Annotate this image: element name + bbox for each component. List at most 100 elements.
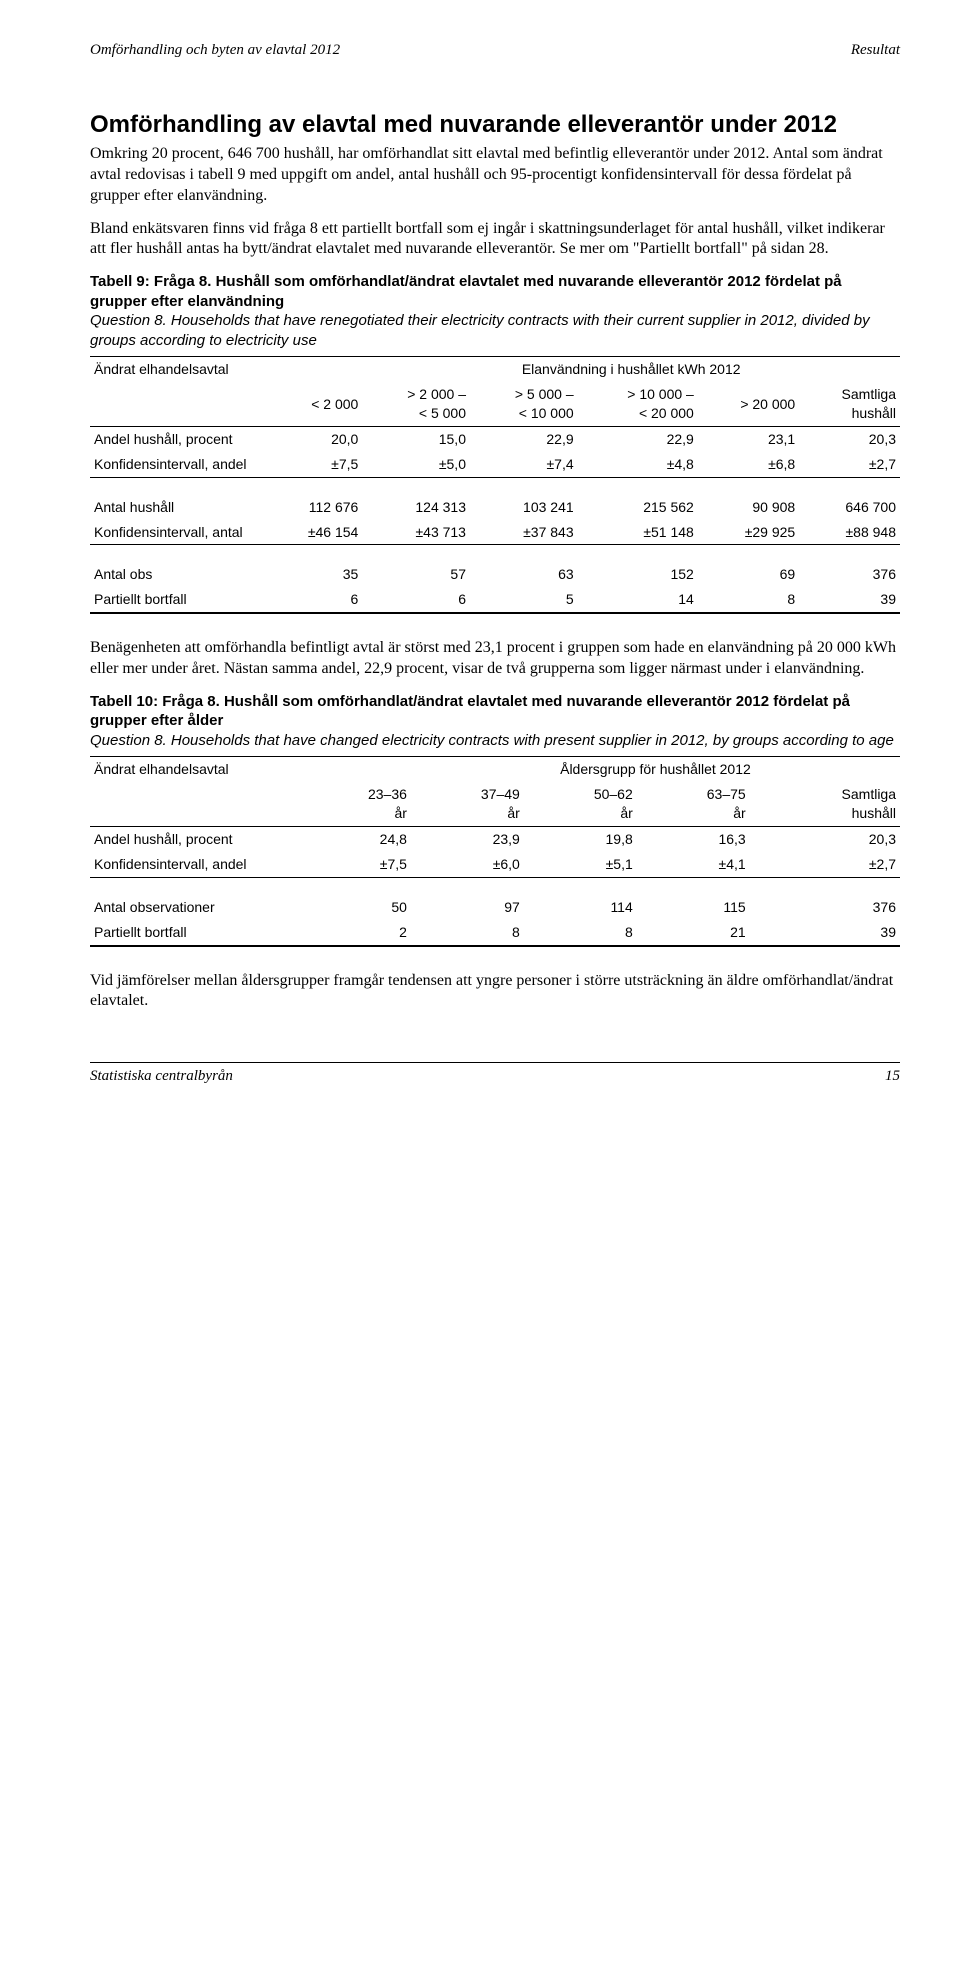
row-label: Partiellt bortfall (90, 587, 268, 613)
cell: ±2,7 (750, 852, 900, 877)
caption-italic: Question 8. Households that have changed… (90, 732, 894, 749)
cell: ±29 925 (698, 520, 799, 545)
col-head: > 20 000 (698, 382, 799, 426)
cell: ±46 154 (268, 520, 362, 545)
cell: 215 562 (578, 477, 698, 519)
cell: 115 (637, 877, 750, 919)
cell: 19,8 (524, 827, 637, 852)
cell: 8 (411, 920, 524, 946)
cell: 103 241 (470, 477, 578, 519)
cell: 69 (698, 545, 799, 587)
caption-bold: Tabell 10: Fråga 8. Hushåll som omförhan… (90, 693, 850, 730)
cell: ±5,0 (362, 452, 470, 477)
cell: 8 (698, 587, 799, 613)
row-label: Antal obs (90, 545, 268, 587)
row-label: Konfidensintervall, antal (90, 520, 268, 545)
col-head: 50–62år (524, 782, 637, 826)
body-paragraph: Omkring 20 procent, 646 700 hushåll, har… (90, 144, 900, 206)
cell: 15,0 (362, 426, 470, 451)
cell: ±4,1 (637, 852, 750, 877)
col-head: Samtligahushåll (799, 382, 900, 426)
col-head: > 10 000 –< 20 000 (578, 382, 698, 426)
cell: 16,3 (637, 827, 750, 852)
cell: 50 (298, 877, 411, 919)
cell: ±5,1 (524, 852, 637, 877)
cell: ±43 713 (362, 520, 470, 545)
cell: 57 (362, 545, 470, 587)
cell: 22,9 (470, 426, 578, 451)
cell: ±7,4 (470, 452, 578, 477)
table-caption: Tabell 9: Fråga 8. Hushåll som omförhand… (90, 272, 900, 350)
cell: 114 (524, 877, 637, 919)
cell: ±4,8 (578, 452, 698, 477)
col-head: > 2 000 –< 5 000 (362, 382, 470, 426)
table-10: Ändrat elhandelsavtal Åldersgrupp för hu… (90, 756, 900, 946)
col-head: Samtligahushåll (750, 782, 900, 826)
cell: 39 (750, 920, 900, 946)
cell: 124 313 (362, 477, 470, 519)
cell: 152 (578, 545, 698, 587)
cell: ±7,5 (268, 452, 362, 477)
cell: 63 (470, 545, 578, 587)
cell: 376 (750, 877, 900, 919)
page-header: Omförhandling och byten av elavtal 2012 … (90, 40, 900, 60)
caption-italic: Question 8. Households that have renegot… (90, 312, 870, 349)
cell: ±37 843 (470, 520, 578, 545)
cell: ±88 948 (799, 520, 900, 545)
cell: 22,9 (578, 426, 698, 451)
body-paragraph: Vid jämförelser mellan åldersgrupper fra… (90, 971, 900, 1013)
cell: 376 (799, 545, 900, 587)
cell: ±7,5 (298, 852, 411, 877)
body-paragraph: Bland enkätsvaren finns vid fråga 8 ett … (90, 219, 900, 261)
cell: 6 (268, 587, 362, 613)
row-label: Andel hushåll, procent (90, 426, 268, 451)
table-superhead: Åldersgrupp för hushållet 2012 (411, 757, 900, 782)
header-left: Omförhandling och byten av elavtal 2012 (90, 40, 340, 60)
caption-bold: Tabell 9: Fråga 8. Hushåll som omförhand… (90, 273, 842, 310)
col-head: 63–75år (637, 782, 750, 826)
cell: 14 (578, 587, 698, 613)
row-label: Andel hushåll, procent (90, 827, 298, 852)
cell: 39 (799, 587, 900, 613)
cell: ±2,7 (799, 452, 900, 477)
row-label: Antal hushåll (90, 477, 268, 519)
cell: 24,8 (298, 827, 411, 852)
row-label: Konfidensintervall, andel (90, 452, 268, 477)
col-head: 37–49år (411, 782, 524, 826)
cell: 2 (298, 920, 411, 946)
row-label: Konfidensintervall, andel (90, 852, 298, 877)
table-rowhead: Ändrat elhandelsavtal (90, 757, 298, 782)
cell: 8 (524, 920, 637, 946)
cell: 20,3 (799, 426, 900, 451)
cell: 646 700 (799, 477, 900, 519)
footer-left: Statistiska centralbyrån (90, 1066, 233, 1086)
col-head: < 2 000 (268, 382, 362, 426)
cell: 97 (411, 877, 524, 919)
cell: 5 (470, 587, 578, 613)
cell: ±6,8 (698, 452, 799, 477)
row-label: Partiellt bortfall (90, 920, 298, 946)
cell: 112 676 (268, 477, 362, 519)
table-caption: Tabell 10: Fråga 8. Hushåll som omförhan… (90, 692, 900, 751)
row-label: Antal observationer (90, 877, 298, 919)
cell: 90 908 (698, 477, 799, 519)
body-paragraph: Benägenheten att omförhandla befintligt … (90, 638, 900, 680)
table-9: Ändrat elhandelsavtal Elanvändning i hus… (90, 356, 900, 614)
cell: 21 (637, 920, 750, 946)
cell: 6 (362, 587, 470, 613)
page-footer: Statistiska centralbyrån 15 (90, 1062, 900, 1086)
cell: 23,9 (411, 827, 524, 852)
header-right: Resultat (851, 40, 900, 60)
col-head: > 5 000 –< 10 000 (470, 382, 578, 426)
cell: 23,1 (698, 426, 799, 451)
cell: 20,3 (750, 827, 900, 852)
col-head: 23–36år (298, 782, 411, 826)
cell: ±6,0 (411, 852, 524, 877)
table-superhead: Elanvändning i hushållet kWh 2012 (362, 357, 900, 382)
cell: 20,0 (268, 426, 362, 451)
footer-page-number: 15 (885, 1066, 900, 1086)
cell: 35 (268, 545, 362, 587)
cell: ±51 148 (578, 520, 698, 545)
table-rowhead: Ändrat elhandelsavtal (90, 357, 268, 382)
section-heading: Omförhandling av elavtal med nuvarande e… (90, 110, 900, 140)
